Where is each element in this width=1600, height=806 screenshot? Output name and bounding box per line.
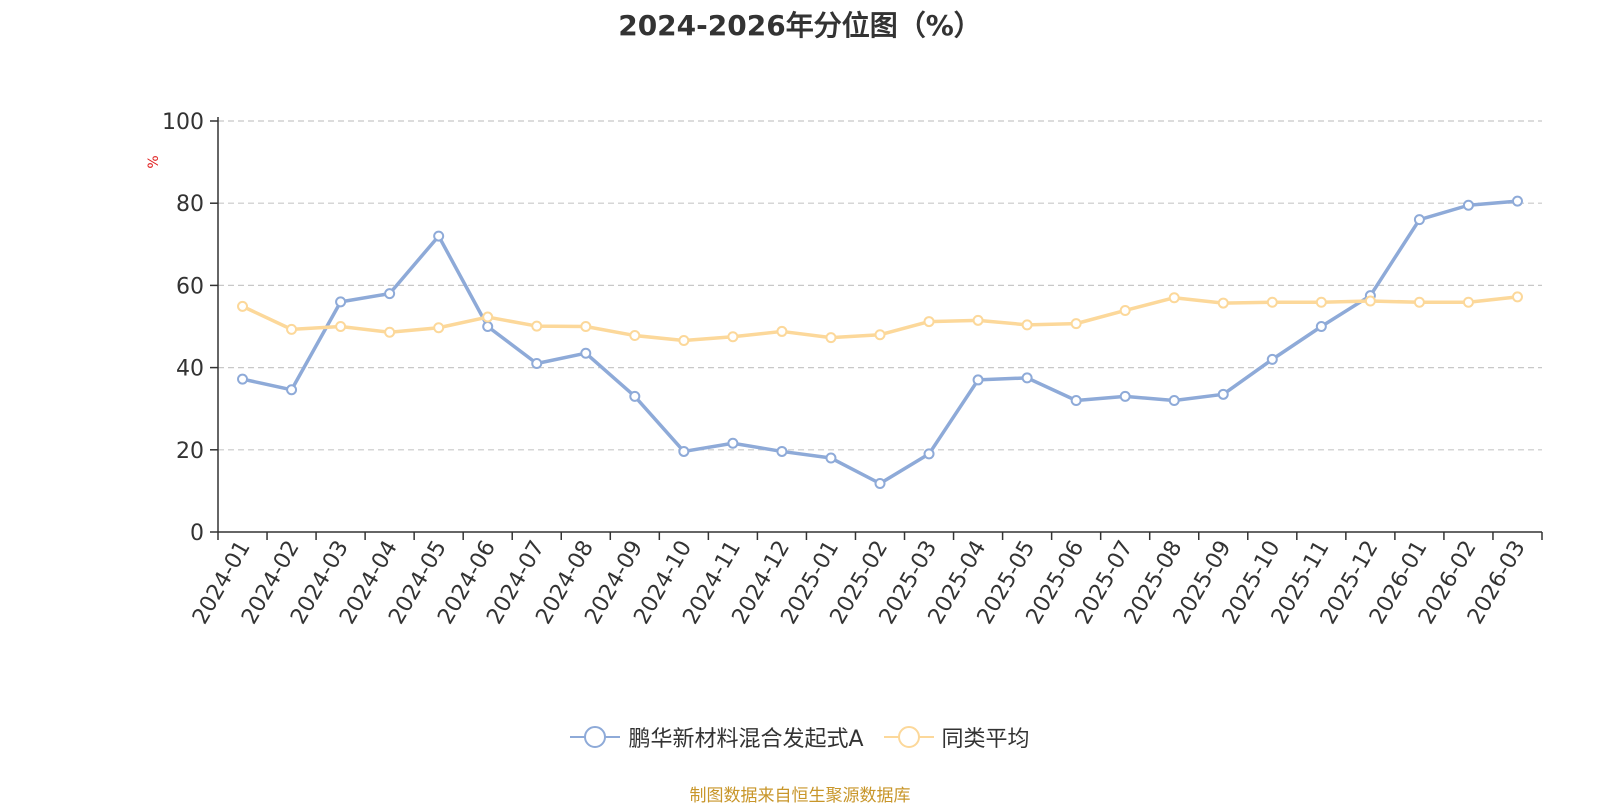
series-point-0[interactable] [1168, 394, 1180, 406]
series-point-0[interactable] [1413, 214, 1425, 226]
legend-marker-peer-icon [883, 726, 934, 748]
series-point-0[interactable] [1070, 394, 1082, 406]
series-point-0[interactable] [972, 374, 984, 386]
series-point-0[interactable] [825, 452, 837, 464]
legend-marker-fund-icon [570, 726, 621, 748]
series-point-0[interactable] [482, 321, 494, 332]
series-point-1[interactable] [1364, 295, 1376, 307]
series-point-1[interactable] [384, 326, 396, 338]
series-point-1[interactable] [1217, 297, 1229, 309]
series-point-0[interactable] [629, 390, 641, 402]
series-point-1[interactable] [923, 316, 935, 328]
axes: 0204060801002024-012024-022024-032024-04… [162, 110, 1543, 629]
series-point-1[interactable] [1266, 296, 1278, 308]
series-point-1[interactable] [531, 320, 543, 332]
series-point-1[interactable] [1021, 319, 1033, 331]
series-point-0[interactable] [237, 373, 249, 385]
series-point-1[interactable] [972, 314, 984, 326]
legend-label-peer-average: 同类平均 [941, 727, 1030, 752]
series-point-0[interactable] [433, 230, 445, 242]
series-point-0[interactable] [384, 288, 396, 300]
source-note: 制图数据来自恒生聚源数据库 [689, 786, 911, 806]
series-point-1[interactable] [580, 321, 592, 332]
series-point-1[interactable] [727, 331, 739, 343]
series-point-1[interactable] [1168, 292, 1180, 304]
series-point-1[interactable] [1119, 304, 1131, 316]
series-point-0[interactable] [1119, 390, 1131, 402]
series-point-0[interactable] [1315, 321, 1327, 332]
series-point-0[interactable] [1217, 388, 1229, 400]
series-point-1[interactable] [335, 321, 347, 332]
y-axis-unit-label: % [146, 155, 162, 168]
series [237, 195, 1523, 490]
series-point-1[interactable] [825, 332, 837, 344]
series-point-1[interactable] [237, 300, 249, 312]
series-point-0[interactable] [1021, 372, 1033, 384]
series-point-1[interactable] [629, 330, 641, 342]
series-point-1[interactable] [286, 323, 298, 335]
chart-title: 2024-2026年分位图（%） [618, 9, 982, 42]
series-point-1[interactable] [1315, 296, 1327, 308]
series-point-1[interactable] [1511, 291, 1523, 303]
series-point-1[interactable] [1462, 296, 1474, 308]
series-point-0[interactable] [286, 384, 298, 396]
series-point-0[interactable] [1511, 195, 1523, 207]
series-line-0 [242, 199, 1518, 486]
series-point-1[interactable] [874, 329, 886, 341]
y-tick-label: 80 [176, 192, 204, 217]
y-tick-label: 20 [176, 439, 204, 464]
series-point-0[interactable] [727, 437, 739, 449]
legend-item-peer-average[interactable]: 同类平均 [883, 721, 1030, 753]
series-point-1[interactable] [776, 325, 788, 337]
series-point-0[interactable] [678, 445, 690, 457]
y-tick-label: 40 [176, 357, 204, 382]
y-tick-label: 100 [162, 110, 204, 135]
series-point-0[interactable] [1266, 353, 1278, 365]
series-point-0[interactable] [1462, 199, 1474, 211]
y-tick-label: 60 [176, 274, 204, 299]
series-point-1[interactable] [482, 311, 494, 323]
series-point-0[interactable] [335, 296, 347, 308]
series-point-0[interactable] [923, 448, 935, 460]
series-point-0[interactable] [580, 347, 592, 359]
series-point-0[interactable] [874, 478, 886, 490]
legend-label-fund: 鹏华新材料混合发起式A [628, 727, 864, 752]
legend: 鹏华新材料混合发起式A 同类平均 [0, 721, 1600, 753]
legend-item-fund[interactable]: 鹏华新材料混合发起式A [570, 721, 864, 753]
series-point-1[interactable] [433, 322, 445, 334]
series-point-0[interactable] [531, 357, 543, 369]
series-point-1[interactable] [1070, 318, 1082, 330]
y-tick-label: 0 [190, 521, 204, 546]
series-point-1[interactable] [678, 334, 690, 346]
grid-lines [218, 120, 1542, 451]
series-point-1[interactable] [1413, 296, 1425, 308]
series-point-0[interactable] [776, 445, 788, 457]
